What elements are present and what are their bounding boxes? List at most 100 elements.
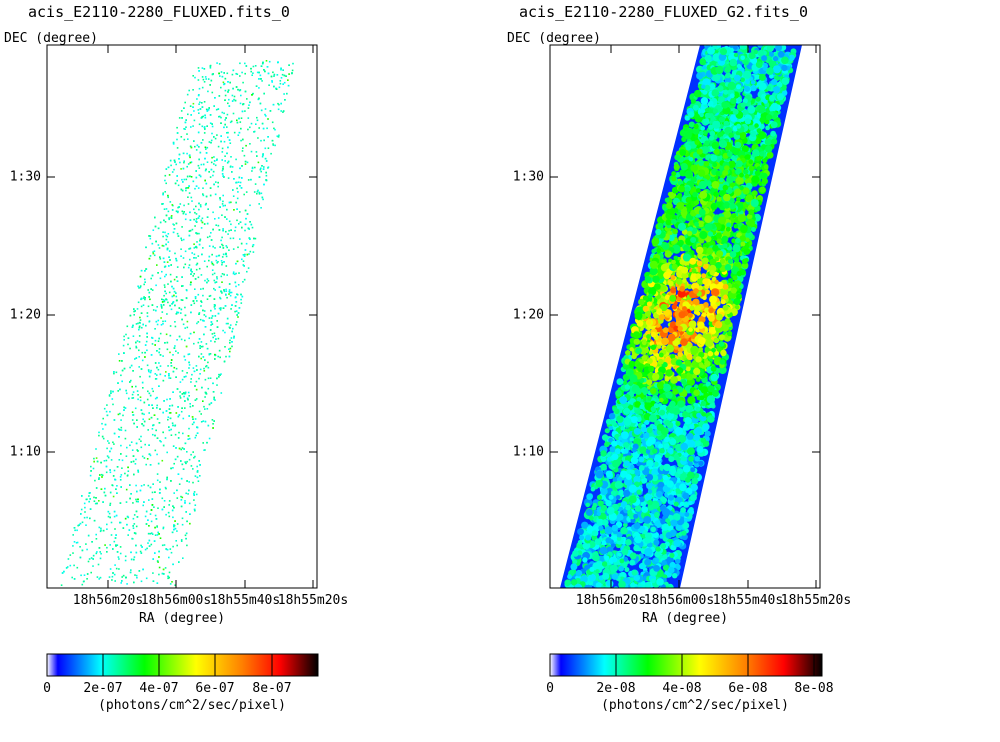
data-point <box>193 257 195 259</box>
data-point <box>162 320 164 323</box>
data-point <box>196 369 198 371</box>
data-point <box>132 525 134 527</box>
data-point <box>209 329 212 331</box>
data-point <box>159 258 162 260</box>
data-point <box>190 126 192 128</box>
data-point <box>105 471 108 474</box>
data-point <box>125 392 128 395</box>
data-point <box>203 126 206 129</box>
data-point <box>260 192 263 195</box>
data-point <box>90 470 92 472</box>
data-point <box>154 225 157 228</box>
data-point <box>184 121 187 124</box>
data-point <box>117 556 120 558</box>
data-point <box>86 573 89 575</box>
data-point <box>189 105 192 107</box>
data-point <box>100 488 103 490</box>
data-point <box>203 367 205 370</box>
data-point <box>106 414 109 417</box>
data-point <box>194 509 196 512</box>
data-point <box>255 151 258 153</box>
data-point <box>214 164 217 167</box>
data-point <box>91 541 93 543</box>
data-point <box>113 432 116 435</box>
intensity-blob <box>745 231 753 240</box>
data-point <box>186 460 188 463</box>
data-point <box>122 574 125 577</box>
data-point <box>63 570 65 573</box>
data-point <box>99 530 102 533</box>
data-point <box>210 261 213 263</box>
data-point <box>186 93 189 96</box>
data-point <box>177 210 179 213</box>
data-point <box>201 345 203 348</box>
data-point <box>210 79 213 82</box>
data-point <box>200 288 202 290</box>
data-point <box>191 416 194 418</box>
data-point <box>241 165 243 167</box>
data-point <box>193 491 196 493</box>
data-point <box>216 134 218 136</box>
data-point <box>166 348 169 351</box>
data-point <box>215 108 218 111</box>
data-point <box>220 373 222 375</box>
data-point <box>189 156 191 159</box>
data-point <box>165 298 167 300</box>
data-point <box>109 568 112 570</box>
data-point <box>174 458 177 461</box>
data-point <box>180 308 183 311</box>
data-point <box>165 214 168 217</box>
data-point <box>136 449 138 451</box>
data-point <box>187 187 190 189</box>
data-point <box>188 458 191 461</box>
intensity-blob <box>601 434 609 441</box>
data-point <box>184 391 187 394</box>
data-point <box>218 307 221 310</box>
data-point <box>193 253 196 256</box>
data-point <box>119 388 121 391</box>
data-point <box>225 265 228 267</box>
data-point <box>235 272 237 275</box>
data-point <box>195 493 198 496</box>
data-point <box>100 473 103 476</box>
data-point <box>195 257 197 259</box>
data-point <box>230 223 232 226</box>
data-point <box>90 571 92 574</box>
data-point <box>223 360 226 363</box>
data-point <box>193 331 195 334</box>
data-point <box>196 465 198 468</box>
data-point <box>260 109 263 112</box>
data-point <box>203 314 206 316</box>
data-point <box>188 364 191 366</box>
data-point <box>221 159 223 161</box>
data-point <box>121 576 123 578</box>
data-point <box>220 86 222 89</box>
data-point <box>164 342 166 344</box>
data-point <box>226 126 228 128</box>
left-x-tick-label: 18h55m20s <box>278 593 348 608</box>
data-point <box>218 95 221 97</box>
data-point <box>189 211 191 214</box>
data-point <box>183 392 185 394</box>
data-point <box>163 300 166 303</box>
data-point <box>143 401 146 404</box>
data-point <box>219 198 222 201</box>
data-point <box>234 310 236 313</box>
data-point <box>162 568 165 571</box>
data-point <box>267 72 270 75</box>
data-point <box>167 196 169 199</box>
data-point <box>175 292 177 294</box>
data-point <box>212 336 214 339</box>
data-point <box>236 314 238 316</box>
intensity-blob <box>729 182 736 188</box>
data-point <box>139 319 142 321</box>
data-point <box>130 493 132 495</box>
data-point <box>192 481 194 484</box>
data-point <box>95 538 98 540</box>
data-point <box>184 128 186 130</box>
data-point <box>256 155 258 157</box>
data-point <box>186 326 189 329</box>
data-point <box>188 489 190 492</box>
data-point <box>183 395 185 398</box>
data-point <box>173 366 176 369</box>
